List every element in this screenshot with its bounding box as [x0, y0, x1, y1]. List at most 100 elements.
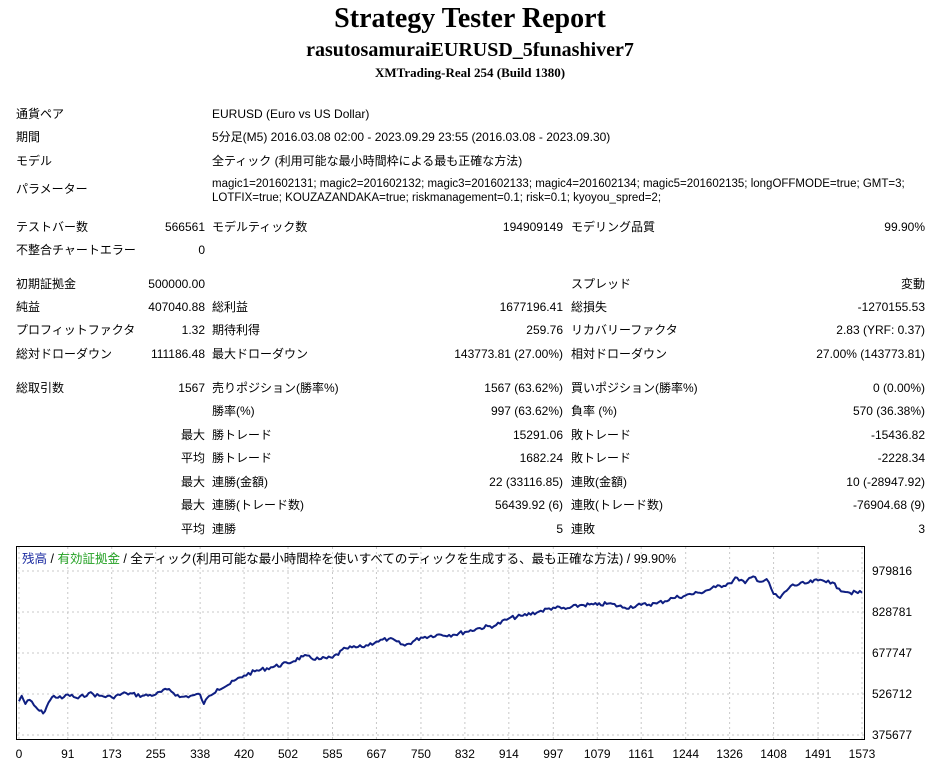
loss-pct-value: 570 (36.38%)	[852, 404, 925, 418]
quality-label: モデリング品質	[571, 220, 656, 234]
pf-value: 1.32	[181, 323, 205, 337]
legend-equity: 有効証拠金	[57, 552, 120, 566]
avg-win-label: 勝トレード	[212, 451, 273, 465]
x-tick-label: 750	[410, 747, 431, 761]
avg2-prefix: 平均	[180, 522, 205, 536]
pf-label: プロフィットファクタ	[16, 323, 136, 337]
x-tick-label: 1408	[760, 747, 787, 761]
model-label: モデル	[16, 154, 53, 168]
average-prefix: 平均	[180, 451, 205, 465]
avg-cons-loss-label: 連敗	[571, 522, 596, 536]
abs-dd-label: 総対ドローダウン	[16, 347, 113, 361]
x-tick-label: 914	[498, 747, 519, 761]
server-info: XMTrading-Real 254 (Build 1380)	[374, 65, 566, 80]
report-subtitle: rasutosamuraiEURUSD_5funashiver7	[306, 39, 634, 61]
x-tick-label: 585	[322, 747, 343, 761]
x-tick-label: 667	[366, 747, 387, 761]
loss-pct-label: 負率 (%)	[571, 404, 617, 418]
win-pct-value: 997 (63.62%)	[490, 404, 563, 418]
x-tick-label: 1491	[804, 747, 832, 761]
deposit-label: 初期証拠金	[16, 277, 77, 291]
gross-loss-value: -1270155.53	[857, 300, 925, 314]
model-value: 全ティック (利用可能な最小時間枠による最も正確な方法)	[212, 154, 523, 168]
balance-chart	[16, 546, 865, 740]
x-tick-label: 1079	[583, 747, 611, 761]
long-value: 0 (0.00%)	[872, 381, 925, 395]
y-tick-label: 375677	[872, 728, 913, 742]
x-tick-label: 91	[61, 747, 75, 761]
mismatch-label: 不整合チャートエラー	[16, 243, 136, 257]
max-cons-profit-label: 連勝(トレード数)	[212, 498, 304, 512]
largest-loss-value: -15436.82	[870, 428, 925, 442]
y-tick-label: 526712	[872, 686, 913, 701]
max-cons-profit-value: 56439.92 (6)	[494, 498, 563, 512]
max-dd-value: 143773.81 (27.00%)	[454, 347, 563, 361]
max-cons-win-label: 連勝(金額)	[212, 475, 268, 489]
max-cons-loss-label: 連敗(金額)	[571, 475, 627, 489]
chart-legend: 残高 / 有効証拠金 / 全ティック(利用可能な最小時間枠を使いすべてのティック…	[22, 551, 676, 567]
expected-value: 259.76	[526, 323, 563, 337]
x-tick-label: 997	[543, 747, 564, 761]
report-title: Strategy Tester Report	[334, 3, 606, 34]
gross-profit-label: 総利益	[212, 300, 249, 314]
rel-dd-value: 27.00% (143773.81)	[816, 347, 925, 361]
legend-sep-2: /	[119, 552, 131, 566]
x-tick-label: 832	[454, 747, 475, 761]
x-tick-label: 502	[278, 747, 299, 761]
x-tick-label: 1573	[848, 747, 876, 761]
x-tick-label: 1161	[628, 747, 655, 761]
max1-prefix: 最大	[180, 475, 205, 489]
max-cons-lossamt-label: 連敗(トレード数)	[571, 498, 663, 512]
trades-label: 総取引数	[16, 381, 65, 395]
avg-win-value: 1682.24	[519, 451, 563, 465]
max2-prefix: 最大	[180, 498, 205, 512]
params-value: magic1=201602131; magic2=201602132; magi…	[212, 178, 905, 204]
gross-profit-value: 1677196.41	[499, 300, 563, 314]
x-tick-label: 338	[190, 747, 211, 761]
max-cons-lossamt-value: -76904.68 (9)	[852, 498, 925, 512]
short-label: 売りポジション(勝率%)	[212, 381, 339, 395]
x-tick-label: 0	[15, 747, 23, 761]
spread-value: 変動	[900, 277, 925, 291]
y-tick-label: 979816	[872, 564, 913, 578]
ticks-label: モデルティック数	[212, 220, 308, 234]
largest-prefix: 最大	[180, 428, 205, 442]
symbol-value: EURUSD (Euro vs US Dollar)	[212, 107, 370, 121]
x-tick-label: 1244	[672, 747, 700, 761]
win-pct-label: 勝率(%)	[212, 404, 255, 418]
abs-dd-value: 111186.48	[150, 347, 205, 361]
x-tick-label: 173	[101, 747, 122, 761]
chart-plot-area	[17, 547, 864, 739]
legend-description: 全ティック(利用可能な最小時間枠を使いすべてのティックを生成する、最も正確な方法…	[130, 552, 677, 566]
largest-win-label: 勝トレード	[212, 428, 273, 442]
max-cons-loss-value: 10 (-28947.92)	[846, 475, 925, 489]
x-tick-label: 420	[234, 747, 255, 761]
expected-label: 期待利得	[212, 323, 261, 337]
trades-value: 1567	[178, 381, 205, 395]
y-tick-label: 677747	[872, 645, 913, 660]
net-value: 407040.88	[148, 300, 205, 314]
x-tick-label: 255	[145, 747, 166, 761]
short-value: 1567 (63.62%)	[484, 381, 563, 395]
rel-dd-label: 相対ドローダウン	[571, 347, 668, 361]
bars-value: 566561	[164, 220, 205, 234]
max-cons-win-value: 22 (33116.85)	[489, 475, 563, 489]
avg-cons-loss-value: 3	[918, 522, 925, 536]
spread-label: スプレッド	[571, 277, 632, 291]
y-tick-label: 828781	[872, 605, 913, 619]
largest-loss-label: 敗トレード	[571, 428, 632, 442]
bars-label: テストバー数	[16, 220, 89, 234]
mismatch-value: 0	[198, 243, 205, 257]
params-label: パラメーター	[16, 182, 88, 196]
recovery-label: リカバリーファクタ	[571, 323, 678, 337]
avg-loss-label: 敗トレード	[571, 451, 632, 465]
avg-cons-win-value: 5	[556, 522, 563, 536]
net-label: 純益	[16, 300, 41, 314]
avg-loss-value: -2228.34	[877, 451, 925, 465]
symbol-label: 通貨ペア	[16, 107, 65, 121]
max-dd-label: 最大ドローダウン	[212, 347, 309, 361]
largest-win-value: 15291.06	[512, 428, 563, 442]
quality-value: 99.90%	[884, 220, 925, 234]
balance-series-line	[18, 575, 863, 715]
long-label: 買いポジション(勝率%)	[571, 381, 698, 395]
